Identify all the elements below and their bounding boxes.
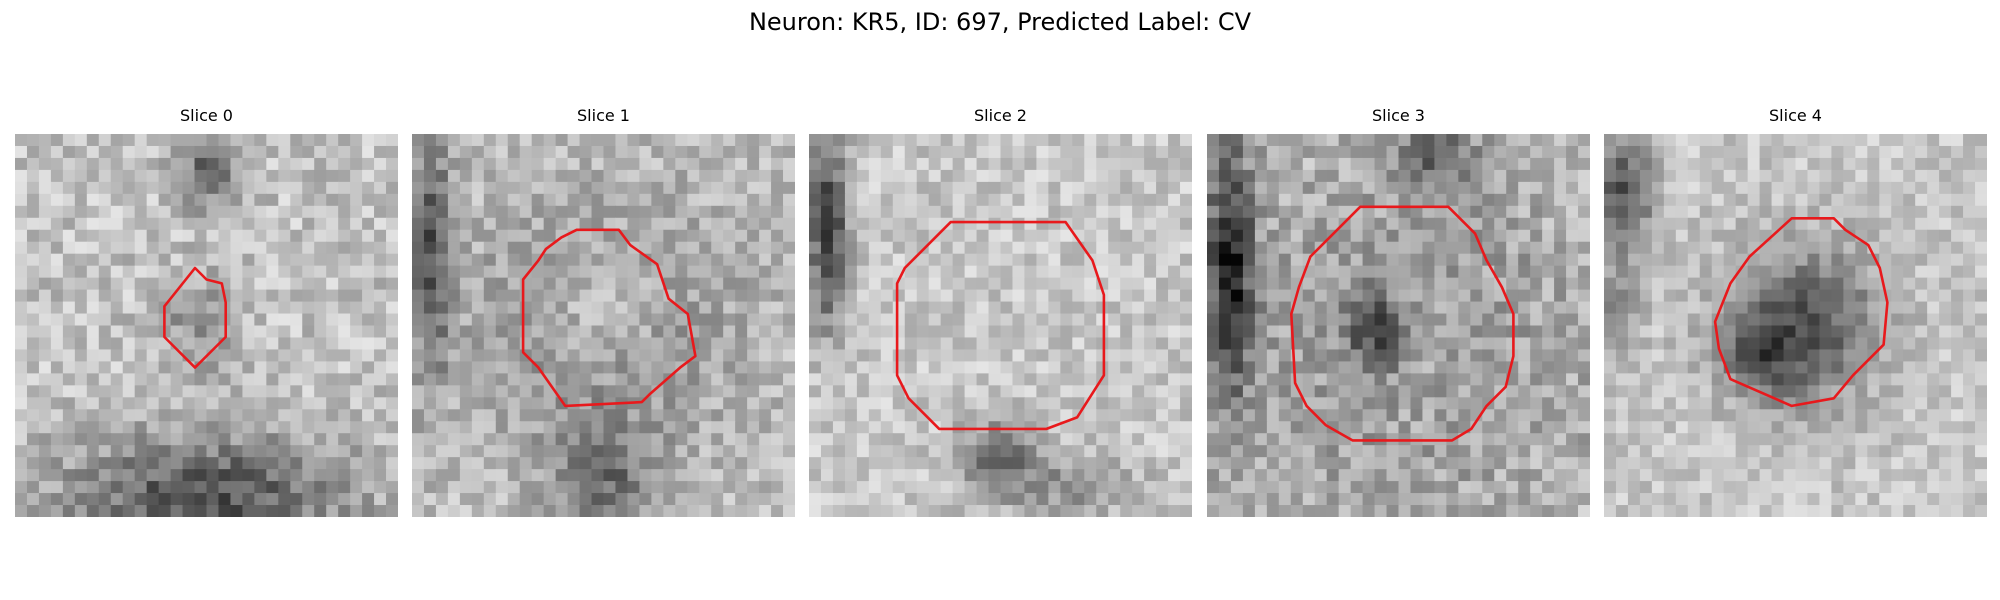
slice-title-3: Slice 3 — [1372, 106, 1425, 125]
slice-image-4 — [1604, 134, 1987, 517]
slice-title-0: Slice 0 — [180, 106, 233, 125]
slice-title-2: Slice 2 — [974, 106, 1027, 125]
slice-image-2 — [809, 134, 1192, 517]
roi-contour-1 — [521, 228, 697, 408]
roi-contour-2 — [895, 220, 1106, 431]
slice-image-1 — [412, 134, 795, 517]
slice-title-1: Slice 1 — [577, 106, 630, 125]
figure-title: Neuron: KR5, ID: 697, Predicted Label: C… — [748, 8, 1252, 36]
slice-image-0 — [15, 134, 398, 517]
roi-contour-4 — [1713, 217, 1889, 408]
slice-image-3 — [1207, 134, 1590, 517]
roi-contour-3 — [1290, 205, 1515, 442]
roi-contour-0 — [163, 266, 227, 369]
slice-title-4: Slice 4 — [1769, 106, 1822, 125]
